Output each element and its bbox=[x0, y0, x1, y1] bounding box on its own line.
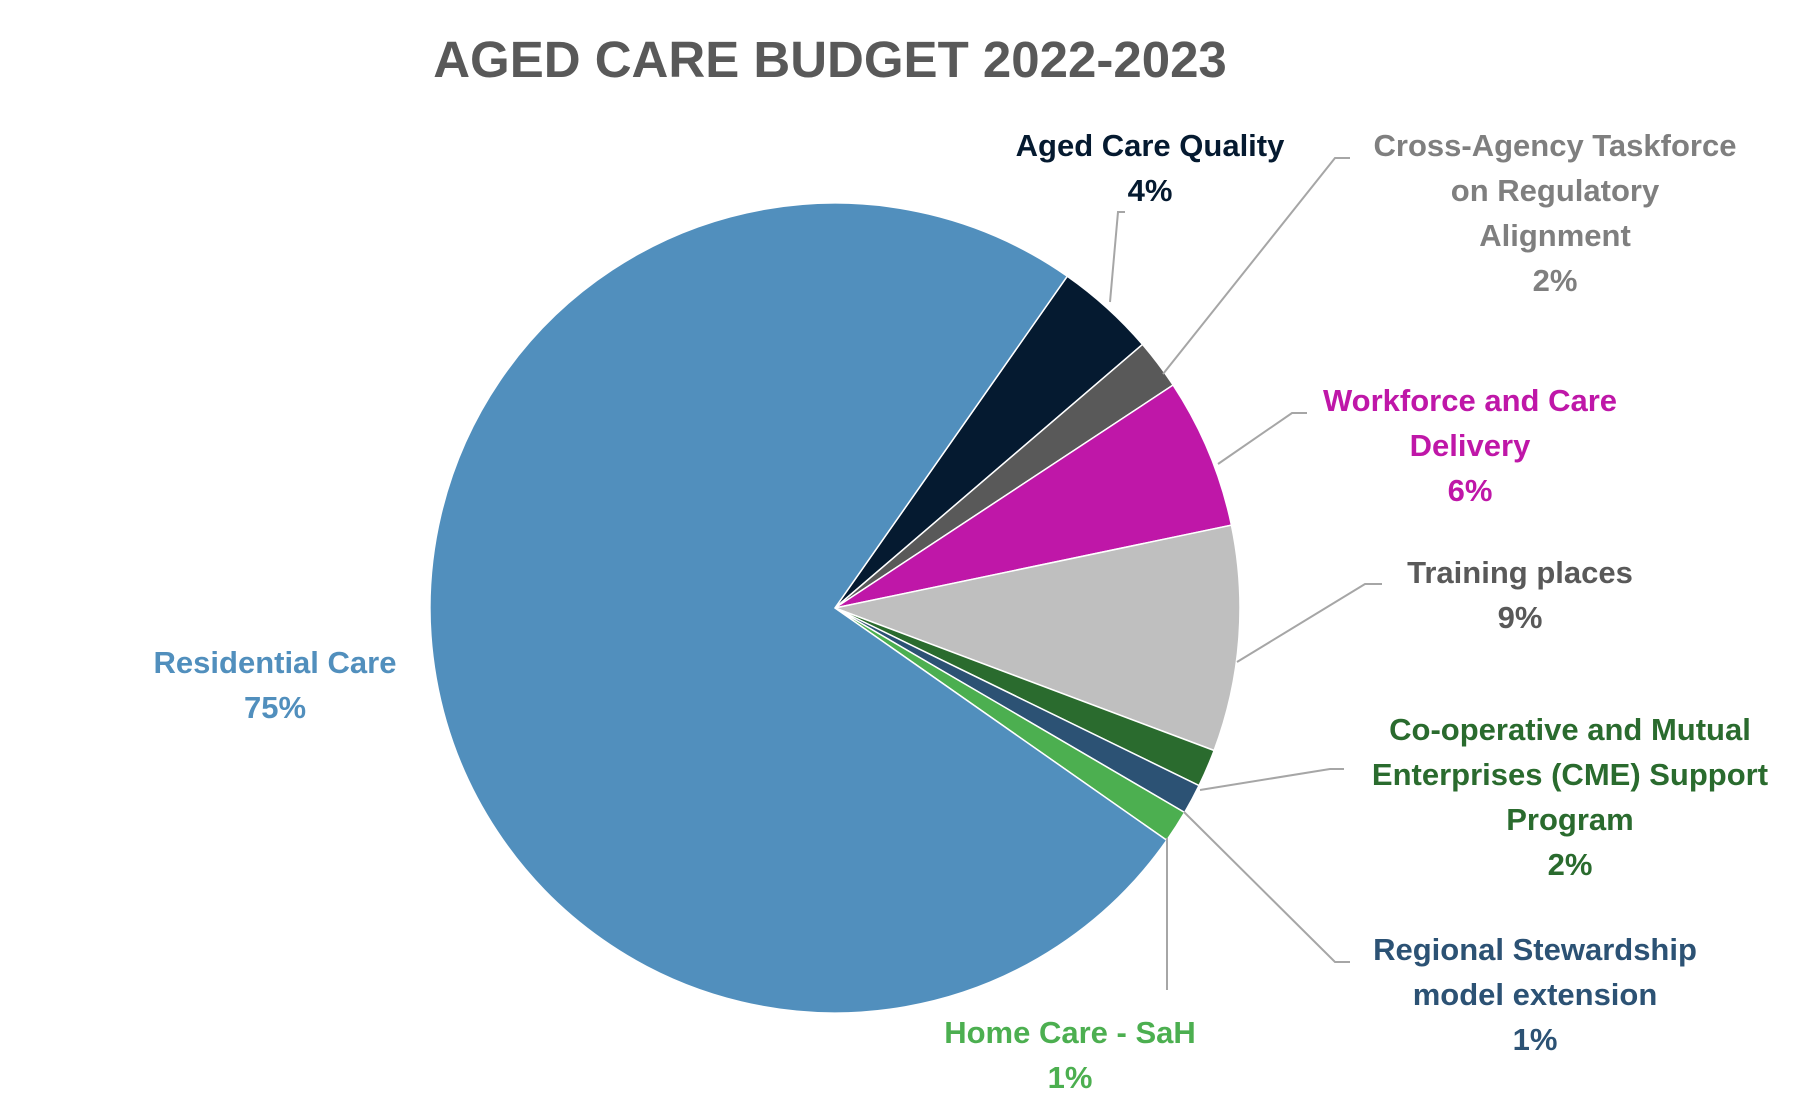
leader-line-taskforce bbox=[1162, 157, 1350, 375]
pie-slice-workforce bbox=[834, 384, 1233, 609]
label-cme-line-3: Program bbox=[1506, 802, 1634, 837]
label-workforce-value: 6% bbox=[1447, 473, 1493, 508]
label-workforce-line-1: Workforce and Care bbox=[1322, 383, 1617, 418]
label-taskforce-line-2: on Regulatory bbox=[1450, 173, 1660, 208]
label-workforce-line-2: Delivery bbox=[1409, 428, 1531, 463]
label-cme-value: 2% bbox=[1547, 847, 1593, 882]
leader-line-cme bbox=[1199, 768, 1344, 791]
label-training-value: 9% bbox=[1497, 600, 1543, 635]
label-regional-line-1: Regional Stewardship bbox=[1373, 932, 1697, 967]
label-home-line-1: Home Care - SaH bbox=[944, 1015, 1196, 1050]
label-residential-line-1: Residential Care bbox=[153, 645, 397, 680]
leader-line-regional bbox=[1183, 811, 1350, 963]
label-residential-value: 75% bbox=[243, 690, 307, 725]
leader-line-quality bbox=[1109, 211, 1125, 303]
label-quality-value: 4% bbox=[1127, 173, 1173, 208]
label-training-line-1: Training places bbox=[1407, 555, 1633, 590]
leader-line-workforce bbox=[1217, 412, 1307, 465]
label-taskforce-line-3: Alignment bbox=[1479, 218, 1631, 253]
label-taskforce-line-1: Cross-Agency Taskforce bbox=[1373, 128, 1737, 163]
label-home: Home Care - SaH 1% bbox=[910, 1010, 1230, 1100]
pie-slices bbox=[429, 202, 1241, 1014]
label-quality-line-1: Aged Care Quality bbox=[1015, 128, 1285, 163]
label-regional-value: 1% bbox=[1512, 1022, 1558, 1057]
label-regional: Regional Stewardship model extension 1% bbox=[1340, 927, 1730, 1062]
label-workforce: Workforce and Care Delivery 6% bbox=[1290, 378, 1650, 513]
label-taskforce-value: 2% bbox=[1532, 263, 1578, 298]
pie-slice-training bbox=[832, 524, 1241, 752]
label-regional-line-2: model extension bbox=[1412, 977, 1658, 1012]
leader-lines bbox=[1109, 157, 1382, 990]
label-quality: Aged Care Quality 4% bbox=[990, 123, 1310, 213]
chart-title: AGED CARE BUDGET 2022-2023 bbox=[433, 31, 1227, 88]
leader-line-training bbox=[1236, 583, 1382, 663]
label-training: Training places 9% bbox=[1370, 550, 1670, 640]
label-cme-line-1: Co-operative and Mutual bbox=[1389, 712, 1751, 747]
label-cme-line-2: Enterprises (CME) Support bbox=[1371, 757, 1769, 792]
label-home-value: 1% bbox=[1047, 1060, 1093, 1095]
label-residential: Residential Care 75% bbox=[110, 640, 440, 730]
pie-slice-residential bbox=[429, 202, 1168, 1014]
label-taskforce: Cross-Agency Taskforce on Regulatory Ali… bbox=[1345, 123, 1765, 303]
label-cme: Co-operative and Mutual Enterprises (CME… bbox=[1345, 707, 1795, 887]
